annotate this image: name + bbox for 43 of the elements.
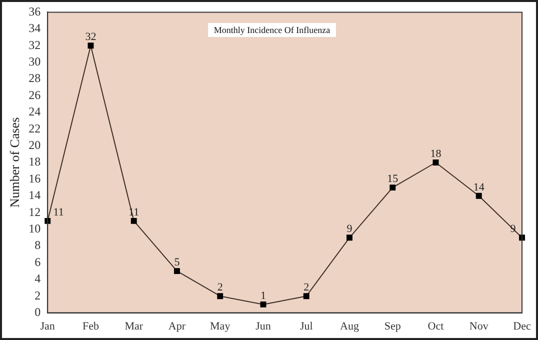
data-label: 18 <box>430 148 442 160</box>
y-axis-title: Number of Cases <box>7 117 22 208</box>
y-tick-label: 24 <box>28 104 41 119</box>
data-label: 15 <box>387 172 399 185</box>
y-tick-label: 30 <box>28 54 41 68</box>
y-tick-label: 0 <box>34 304 41 319</box>
y-tick-label: 10 <box>28 221 41 236</box>
text: Monthly Incidence Of Influenza <box>208 23 336 37</box>
y-tick-label: 26 <box>28 88 41 102</box>
x-tick-label: Jul <box>300 320 313 332</box>
data-label: 2 <box>217 281 223 294</box>
x-tick-label: Jun <box>256 320 272 332</box>
x-tick-label: Feb <box>82 320 100 332</box>
data-label: 1 <box>260 290 266 302</box>
x-tick-label: Mar <box>124 320 144 332</box>
x-tick-label: Apr <box>168 320 186 332</box>
x-tick-label: Sep <box>384 320 402 332</box>
x-tick-label: Aug <box>340 320 360 332</box>
data-label: 32 <box>85 30 96 43</box>
y-tick-label: 20 <box>28 138 41 152</box>
y-tick-label: 18 <box>28 154 41 169</box>
x-tick-label: May <box>210 320 231 332</box>
y-tick-label: 8 <box>34 238 41 252</box>
y-tick-label: 28 <box>28 71 41 86</box>
x-tick-label: Jan <box>40 320 56 332</box>
data-label: 9 <box>346 223 353 236</box>
y-tick-label: 2 <box>34 288 41 302</box>
y-tick-label: 16 <box>28 171 41 186</box>
x-tick-label: Dec <box>513 320 531 332</box>
data-label: 5 <box>174 256 180 268</box>
x-tick-label: Oct <box>428 320 444 332</box>
y-tick-label: 22 <box>28 121 41 136</box>
data-label: 14 <box>473 181 485 194</box>
x-tick-label: Nov <box>469 320 489 332</box>
y-tick-label: 14 <box>28 188 41 202</box>
y-tick-label: 4 <box>34 272 41 286</box>
data-label: 2 <box>304 281 310 294</box>
y-tick-label: 36 <box>28 4 41 18</box>
y-tick-label: 32 <box>28 38 41 52</box>
y-tick-label: 12 <box>28 204 41 219</box>
data-label: 11 <box>53 206 64 218</box>
y-tick-label: 6 <box>34 254 41 269</box>
y-tick-label: 34 <box>28 21 41 36</box>
